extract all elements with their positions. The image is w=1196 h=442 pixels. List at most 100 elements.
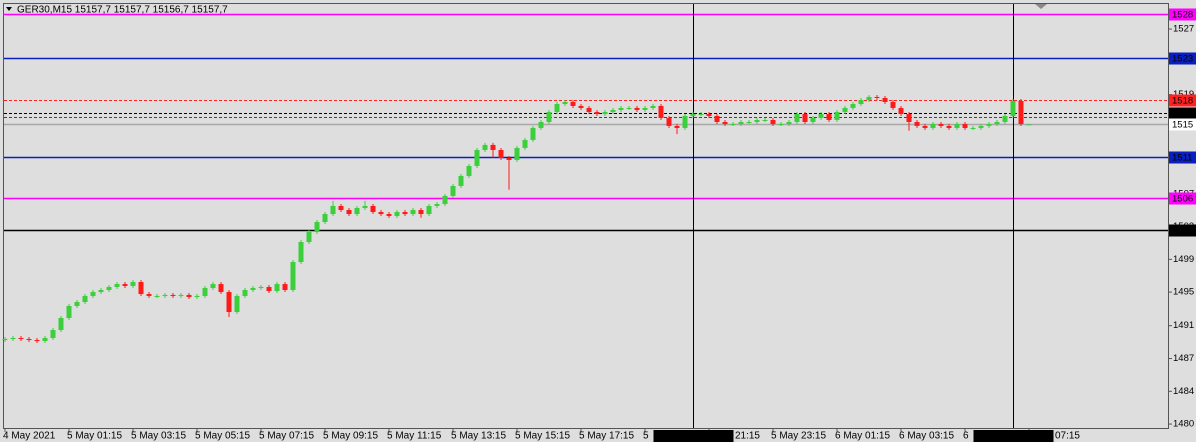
- shift-marker: [1035, 4, 1047, 9]
- levels: [4, 13, 1168, 232]
- y-tick-label: 1499: [1173, 254, 1194, 265]
- candle-body: [938, 124, 944, 126]
- candle-body: [186, 294, 192, 297]
- candle-body: [146, 294, 152, 296]
- candle-body: [722, 122, 728, 125]
- x-tick-label: 5 May 15:15: [515, 431, 570, 442]
- candle-body: [866, 96, 872, 100]
- candle-body: [770, 119, 776, 125]
- level-label-box: [1169, 52, 1196, 65]
- candle-body: [218, 284, 224, 293]
- candle-body: [530, 127, 536, 140]
- candle-body: [754, 119, 760, 123]
- candle-body: [858, 99, 864, 105]
- level-label-box: [1169, 224, 1196, 237]
- level-label: 1528: [1172, 10, 1193, 21]
- candle-body: [714, 115, 720, 123]
- candle-body: [890, 102, 896, 108]
- candle-body: [522, 139, 528, 148]
- menu-arrow[interactable]: [6, 7, 12, 11]
- candle-body: [698, 114, 704, 116]
- candle-body: [602, 112, 608, 115]
- candle-body: [594, 112, 600, 115]
- candle-body: [290, 262, 296, 291]
- candle-body: [386, 214, 392, 216]
- candle-body: [314, 222, 320, 233]
- time-label: 2021.05.05 20:45: [655, 431, 733, 442]
- candle-body: [506, 157, 512, 160]
- y-tick-label: 1480: [1173, 419, 1194, 430]
- candle-body: [466, 165, 472, 176]
- x-tick-label: 5: [643, 431, 649, 442]
- candle-body: [834, 112, 840, 120]
- candle-body: [498, 149, 504, 158]
- x-tick-label: 4 May 2021: [3, 431, 56, 442]
- candle-body: [762, 119, 768, 121]
- candle-body: [578, 105, 584, 108]
- level-label-box: [1169, 192, 1196, 205]
- candle-body: [458, 175, 464, 186]
- candle-body: [194, 295, 200, 297]
- chart-title: GER30,M15 15157,7 15157,7 15156,7 15157,…: [17, 5, 228, 16]
- level-label: 1506: [1172, 194, 1193, 205]
- candle-body: [610, 109, 616, 113]
- x-tick-label: 5 May 23:15: [771, 431, 826, 442]
- candle-body: [410, 209, 416, 215]
- candle-body: [154, 295, 160, 297]
- candle-body: [1010, 100, 1016, 116]
- candle-body: [954, 124, 960, 128]
- candle-body: [994, 122, 1000, 125]
- level-label: 1523: [1172, 54, 1193, 65]
- candle-body: [90, 292, 96, 296]
- candle-body: [778, 124, 784, 126]
- candle-body: [346, 209, 352, 215]
- candle-body: [842, 107, 848, 113]
- level-label-box: [1169, 8, 1196, 21]
- candle-body: [586, 107, 592, 113]
- candle-body: [730, 124, 736, 126]
- x-tick-label: 5 May 09:15: [323, 431, 378, 442]
- candle-body: [898, 107, 904, 115]
- candle-body: [258, 286, 264, 288]
- axes: 1480148414871491149514991503150715111515…: [3, 8, 1196, 442]
- candle-body: [490, 144, 496, 150]
- level-label-box: [1169, 118, 1196, 131]
- candle-body: [210, 284, 216, 288]
- candle-body: [130, 282, 136, 286]
- x-tick-label: 5 May 05:15: [195, 431, 250, 442]
- candle-body: [162, 294, 168, 296]
- candle-body: [650, 105, 656, 108]
- candle-body: [914, 122, 920, 126]
- candle-body: [18, 337, 24, 339]
- candle-body: [306, 232, 312, 243]
- candle-body: [482, 144, 488, 150]
- candle-body: [234, 295, 240, 313]
- candle-body: [642, 107, 648, 110]
- candle-body: [66, 305, 72, 318]
- candle-body: [818, 114, 824, 118]
- candle-body: [426, 205, 432, 215]
- time-label: 2021.05.06 06:45: [975, 431, 1053, 442]
- candle-body: [282, 284, 288, 291]
- candle-body: [922, 125, 928, 128]
- candle-body: [706, 114, 712, 116]
- candle-body: [26, 338, 32, 341]
- candle-body: [402, 212, 408, 215]
- candle-body: [850, 104, 856, 108]
- x-tick-label: 07:15: [1055, 431, 1080, 442]
- candle-body: [634, 107, 640, 110]
- x-tick-label: 6 May 03:15: [899, 431, 954, 442]
- candle-body: [978, 125, 984, 128]
- candle-body: [618, 107, 624, 110]
- candle-body: [546, 112, 552, 123]
- candle-body: [1018, 100, 1024, 125]
- candle-body: [274, 284, 280, 292]
- time-label-box: [973, 430, 1054, 442]
- candle-body: [34, 340, 40, 342]
- candle-body: [442, 195, 448, 205]
- candle-body: [338, 205, 344, 210]
- time-label-box: [653, 430, 734, 442]
- candle-body: [450, 185, 456, 196]
- x-tick-label: 6: [963, 431, 969, 442]
